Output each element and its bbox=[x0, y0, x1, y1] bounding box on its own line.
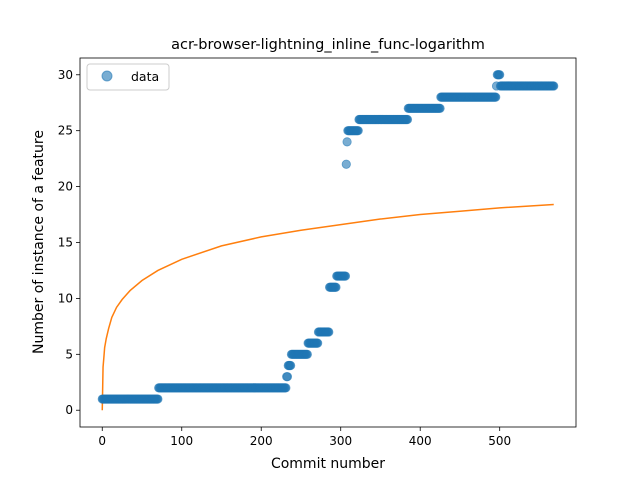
y-tick-label: 5 bbox=[65, 347, 73, 361]
axes-frame bbox=[79, 57, 577, 428]
x-tick-label: 500 bbox=[488, 434, 511, 448]
y-tick-label: 30 bbox=[58, 68, 73, 82]
x-axis-label: Commit number bbox=[271, 456, 385, 472]
data-point bbox=[353, 126, 363, 136]
x-tick-label: 0 bbox=[98, 434, 106, 448]
data-point bbox=[491, 92, 501, 102]
legend: data bbox=[86, 63, 170, 91]
data-point bbox=[153, 394, 163, 404]
data-point bbox=[435, 103, 445, 113]
legend-box bbox=[86, 63, 170, 91]
data-point bbox=[282, 372, 293, 382]
y-tick-label: 10 bbox=[58, 291, 73, 305]
x-tick-label: 400 bbox=[409, 434, 432, 448]
legend-marker-data bbox=[101, 70, 113, 82]
legend-label-data: data bbox=[131, 69, 159, 84]
data-point bbox=[324, 327, 334, 337]
data-point bbox=[331, 282, 341, 292]
y-axis-label: Number of instance of a feature bbox=[31, 130, 47, 354]
x-tick-label: 300 bbox=[329, 434, 352, 448]
y-tick-label: 25 bbox=[58, 124, 73, 138]
x-tick-label: 100 bbox=[170, 434, 193, 448]
x-tick-label: 200 bbox=[250, 434, 273, 448]
data-point bbox=[313, 338, 323, 348]
y-tick-label: 20 bbox=[58, 180, 73, 194]
data-point bbox=[342, 137, 352, 147]
data-point bbox=[302, 349, 312, 359]
data-point bbox=[495, 70, 505, 80]
data-point bbox=[402, 114, 413, 125]
scatter-points bbox=[97, 70, 559, 404]
fit-line bbox=[101, 203, 554, 411]
data-point bbox=[281, 383, 291, 393]
fit-layer bbox=[101, 203, 554, 411]
y-tick-label: 0 bbox=[65, 403, 73, 417]
chart-title: acr-browser-lightning_inline_func-logari… bbox=[171, 37, 485, 53]
x-axis-ticks: 0 100 200 300 400 500 bbox=[98, 427, 511, 448]
y-axis-ticks: 0 5 10 15 20 25 30 bbox=[58, 68, 80, 417]
data-point bbox=[549, 81, 559, 91]
data-point bbox=[340, 271, 351, 281]
data-point bbox=[286, 360, 296, 371]
data-point bbox=[341, 159, 351, 169]
y-tick-label: 15 bbox=[58, 236, 73, 250]
